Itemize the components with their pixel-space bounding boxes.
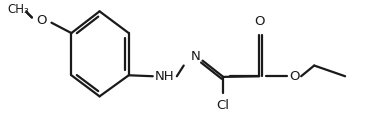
- Text: O: O: [36, 14, 47, 27]
- Text: Cl: Cl: [217, 99, 230, 112]
- Text: CH₃: CH₃: [7, 3, 29, 16]
- Text: O: O: [254, 15, 265, 28]
- Text: NH: NH: [155, 70, 175, 83]
- Text: N: N: [191, 50, 201, 63]
- Text: O: O: [289, 70, 300, 83]
